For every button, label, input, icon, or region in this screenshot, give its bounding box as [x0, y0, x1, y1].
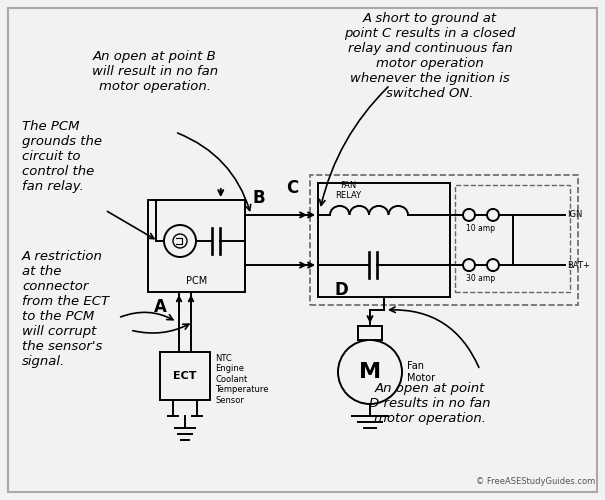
Text: ECT: ECT [173, 371, 197, 381]
Text: C: C [286, 179, 298, 197]
Text: 30 amp: 30 amp [466, 274, 495, 283]
Text: FAN
RELAY: FAN RELAY [335, 181, 361, 201]
Text: A: A [154, 298, 167, 316]
Circle shape [164, 225, 196, 257]
Bar [148, 200, 245, 292]
Text: BAT+: BAT+ [567, 260, 590, 270]
Bar [358, 326, 382, 340]
Text: IGN: IGN [567, 210, 583, 220]
Circle shape [338, 340, 402, 404]
Text: 10 amp: 10 amp [466, 224, 495, 233]
Circle shape [487, 209, 499, 221]
Circle shape [463, 259, 475, 271]
Text: The PCM
grounds the
circuit to
control the
fan relay.: The PCM grounds the circuit to control t… [22, 120, 102, 193]
Text: B: B [253, 189, 266, 207]
Text: PCM: PCM [186, 276, 207, 286]
Circle shape [463, 209, 475, 221]
Text: Fan
Motor: Fan Motor [407, 361, 435, 383]
Bar [318, 183, 450, 297]
Text: M: M [359, 362, 381, 382]
Text: A short to ground at
point C results in a closed
relay and continuous fan
motor : A short to ground at point C results in … [344, 12, 515, 100]
Bar [160, 352, 210, 400]
Text: NTC
Engine
Coolant
Temperature
Sensor: NTC Engine Coolant Temperature Sensor [215, 354, 269, 405]
Bar [455, 185, 570, 292]
Circle shape [487, 259, 499, 271]
Text: An open at point B
will result in no fan
motor operation.: An open at point B will result in no fan… [92, 50, 218, 93]
Text: D: D [334, 281, 348, 299]
Bar [310, 175, 578, 305]
Text: An open at point
D results in no fan
motor operation.: An open at point D results in no fan mot… [369, 382, 491, 425]
Text: © FreeASEStudyGuides.com: © FreeASEStudyGuides.com [476, 477, 595, 486]
Text: A restriction
at the
connector
from the ECT
to the PCM
will corrupt
the sensor's: A restriction at the connector from the … [22, 250, 109, 368]
